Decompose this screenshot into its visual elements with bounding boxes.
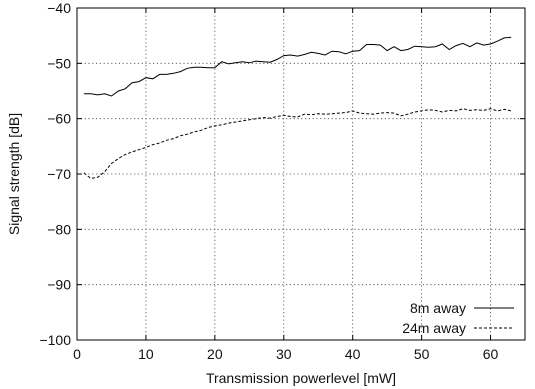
x-tick-label: 30: [276, 346, 292, 362]
legend-label: 24m away: [402, 320, 466, 336]
x-tick-label: 50: [414, 346, 430, 362]
legend-label: 8m away: [410, 300, 466, 316]
x-tick-label: 40: [345, 346, 361, 362]
x-tick-label: 0: [73, 346, 81, 362]
y-tick-label: −90: [47, 277, 71, 293]
axis-ticks: 0 10 20 30 40 50 60 −100 −90 −80 −70 −60 −50 −40: [39, 0, 525, 362]
x-tick-label: 60: [483, 346, 499, 362]
x-axis-title: Transmission powerlevel [mW]: [206, 370, 396, 386]
y-axis-title: Signal strength [dB]: [6, 113, 22, 235]
y-tick-label: −70: [47, 166, 71, 182]
x-tick-label: 20: [207, 346, 223, 362]
y-tick-label: −80: [47, 221, 71, 237]
x-tick-label: 10: [138, 346, 154, 362]
legend: 8m away 24m away: [402, 300, 514, 336]
series-lines: [83, 36, 512, 179]
y-tick-label: −40: [47, 0, 71, 16]
grid: [77, 8, 525, 340]
series-line-1: [83, 36, 512, 97]
y-tick-label: −60: [47, 111, 71, 127]
y-tick-label: −50: [47, 55, 71, 71]
y-tick-label: −100: [39, 332, 71, 348]
series-line-2: [83, 108, 512, 179]
